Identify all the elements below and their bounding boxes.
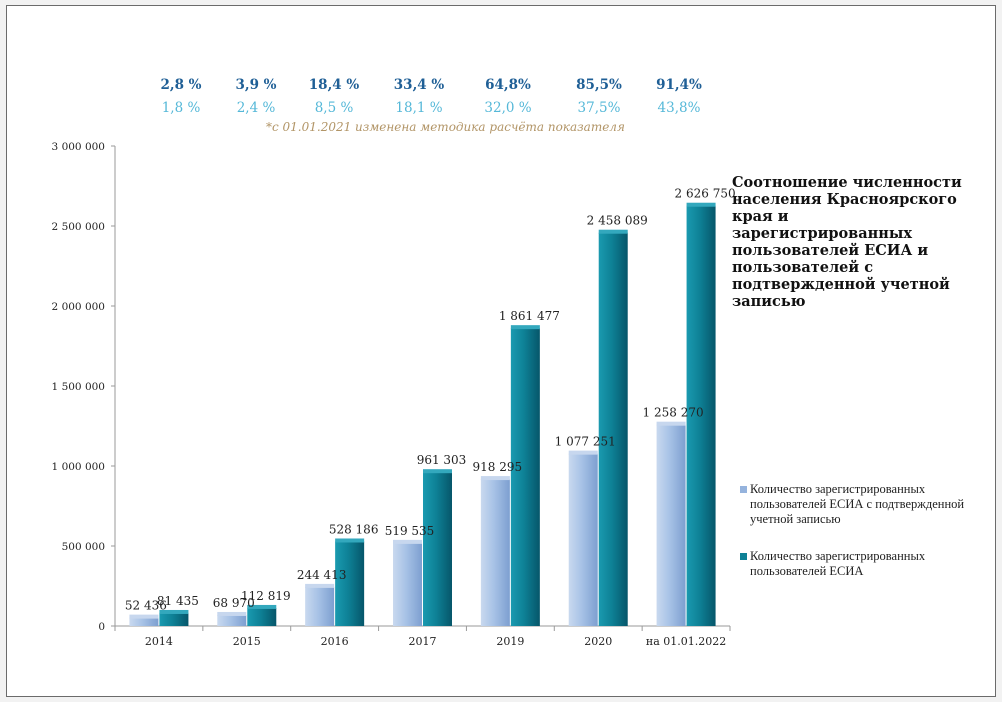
bar-cap-confirmed	[393, 539, 422, 544]
bar-cap-confirmed	[480, 476, 510, 481]
percent-registered: 85,5%	[576, 77, 622, 93]
data-label-confirmed: 68 970	[213, 596, 255, 610]
data-label-confirmed: 918 295	[473, 460, 523, 474]
y-tick-label: 2 500 000	[52, 221, 105, 233]
bar-registered-на 01.01.2022	[686, 205, 716, 626]
bar-cap-confirmed	[217, 611, 247, 616]
data-label-confirmed: 1 258 270	[643, 406, 704, 420]
y-tick-label: 1 000 000	[52, 461, 105, 473]
legend: Количество зарегистрированных пользовате…	[740, 482, 980, 601]
data-label-registered: 112 819	[241, 589, 291, 603]
percent-confirmed: 43,8%	[658, 100, 701, 116]
bar-cap-registered	[423, 469, 452, 474]
bar-confirmed-2016	[305, 586, 335, 626]
bar-registered-2020	[598, 232, 628, 627]
percent-registered: 3,9 %	[235, 77, 276, 93]
data-label-confirmed: 1 077 251	[555, 435, 616, 449]
bar-cap-registered	[247, 604, 277, 609]
data-label-registered: 2 626 750	[675, 187, 736, 201]
bar-registered-2017	[423, 472, 452, 626]
x-tick-label: 2020	[584, 635, 612, 648]
bar-cap-confirmed	[129, 614, 159, 619]
bar-confirmed-2015	[217, 614, 247, 626]
percent-confirmed: 1,8 %	[162, 100, 201, 116]
bar-registered-2019	[510, 328, 540, 626]
percent-confirmed: 8,5 %	[315, 100, 354, 116]
y-tick-label: 1 500 000	[52, 381, 105, 393]
bar-cap-registered	[510, 325, 540, 330]
x-tick-label: 2019	[496, 635, 524, 648]
percent-registered: 18,4 %	[309, 77, 360, 93]
percent-registered: 33,4 %	[394, 77, 445, 93]
bar-registered-2014	[159, 612, 189, 626]
bar-confirmed-2014	[129, 617, 159, 626]
data-label-confirmed: 52 436	[125, 599, 167, 613]
y-tick-label: 2 000 000	[52, 301, 105, 313]
legend-item-confirmed: Количество зарегистрированных пользовате…	[740, 482, 980, 527]
data-label-registered: 81 435	[157, 594, 199, 608]
x-tick-label: 2017	[409, 635, 437, 648]
x-tick-label: на 01.01.2022	[646, 635, 726, 648]
bar-cap-registered	[598, 229, 628, 234]
percent-confirmed: 32,0 %	[484, 100, 531, 116]
legend-label-confirmed: Количество зарегистрированных пользовате…	[750, 482, 965, 526]
data-label-registered: 2 458 089	[587, 214, 648, 228]
percent-registered: 2,8 %	[160, 77, 201, 93]
data-label-confirmed: 519 535	[385, 524, 435, 538]
data-label-confirmed: 244 413	[297, 568, 347, 582]
y-tick-label: 3 000 000	[52, 141, 105, 153]
legend-swatch-confirmed	[740, 486, 747, 493]
bar-registered-2016	[335, 541, 365, 626]
bar-cap-confirmed	[656, 421, 686, 426]
data-label-registered: 528 186	[329, 522, 379, 536]
x-tick-label: 2014	[145, 635, 173, 648]
data-label-registered: 1 861 477	[499, 309, 560, 323]
bar-cap-confirmed	[305, 583, 335, 588]
legend-swatch-registered	[740, 553, 747, 560]
chart-title: Соотношение численности населения Красно…	[732, 174, 962, 310]
legend-label-registered: Количество зарегистрированных пользовате…	[750, 549, 926, 578]
bar-cap-registered	[686, 202, 716, 207]
percent-registered: 91,4%	[656, 77, 702, 93]
bar-confirmed-2017	[393, 542, 422, 626]
y-tick-label: 0	[98, 621, 105, 633]
bar-cap-registered	[335, 538, 365, 543]
x-tick-label: 2016	[321, 635, 349, 648]
data-label-registered: 961 303	[417, 453, 467, 467]
bar-confirmed-2020	[568, 453, 598, 626]
bar-cap-confirmed	[568, 450, 598, 455]
legend-item-registered: Количество зарегистрированных пользовате…	[740, 549, 980, 579]
method-note: *с 01.01.2021 изменена методика расчёта …	[266, 120, 625, 134]
percent-confirmed: 18,1 %	[395, 100, 442, 116]
bar-confirmed-2019	[480, 479, 510, 626]
bar-confirmed-на 01.01.2022	[656, 424, 686, 626]
percent-confirmed: 2,4 %	[237, 100, 276, 116]
percent-confirmed: 37,5%	[578, 100, 621, 116]
bar-registered-2015	[247, 607, 277, 626]
y-tick-label: 500 000	[62, 541, 105, 553]
bar-cap-registered	[159, 609, 189, 614]
x-tick-label: 2015	[233, 635, 261, 648]
percent-registered: 64,8%	[485, 77, 531, 93]
